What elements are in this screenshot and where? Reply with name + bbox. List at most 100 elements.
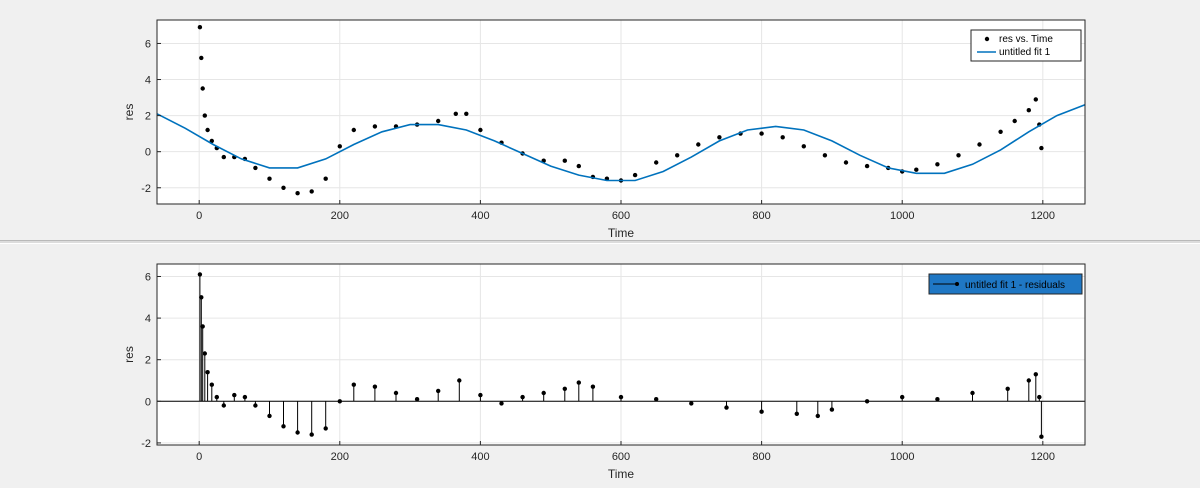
residual-point: [724, 405, 729, 410]
residual-point: [200, 324, 205, 329]
residuals-plot-svg[interactable]: 0 200 400 600 800 1000 1200 -2 0 2 4 6 Time res untitl…: [0, 244, 1200, 488]
data-point: [199, 55, 204, 61]
legend-marker-point: [955, 282, 959, 286]
residual-point: [794, 411, 799, 416]
legend-box[interactable]: [970, 29, 1082, 62]
x-tick-label: 800: [752, 210, 770, 222]
x-tick-label: 400: [471, 451, 489, 463]
fit-plot-panel: 0 200 400 600 800 1000 1200 -2 0 2 4 6 Time res res vs…: [0, 0, 1200, 241]
residual-point: [1026, 378, 1032, 383]
data-point: [436, 118, 441, 124]
data-layer: [197, 272, 1044, 439]
residual-point: [541, 390, 546, 396]
residual-point: [457, 378, 462, 383]
data-point: [576, 163, 581, 169]
residual-point: [202, 351, 207, 356]
panel-splitter[interactable]: [0, 241, 1200, 243]
residual-point: [590, 384, 596, 389]
residual-point: [197, 272, 203, 277]
residual-point: [829, 407, 835, 412]
residual-point: [209, 382, 214, 387]
data-point: [843, 160, 849, 165]
fit-curve: [156, 104, 1086, 182]
x-tick-label: 400: [471, 210, 489, 222]
fit-plot-svg[interactable]: 0 200 400 600 800 1000 1200 -2 0 2 4 6 Time res res vs…: [0, 0, 1200, 241]
residual-point: [1037, 394, 1042, 400]
data-point: [1012, 118, 1017, 124]
data-point: [309, 189, 314, 194]
x-tick-label: 0: [196, 210, 202, 222]
data-point: [453, 111, 458, 117]
data-layer: [156, 25, 1086, 196]
data-point: [253, 165, 258, 171]
data-point: [780, 135, 785, 140]
x-axis-label: Time: [608, 467, 635, 481]
legend-label-fit: untitled fit 1: [999, 47, 1051, 58]
residual-point: [759, 409, 764, 414]
residual-point: [205, 370, 210, 375]
residual-point: [232, 392, 237, 398]
residual-point: [618, 394, 624, 400]
legend-label-scatter: res vs. Time: [999, 34, 1053, 45]
data-point: [1033, 97, 1039, 102]
data-point: [822, 153, 828, 158]
x-tick-label: 1000: [890, 210, 914, 222]
legend-box[interactable]: [928, 273, 1083, 295]
data-point: [372, 124, 378, 129]
data-point: [696, 142, 701, 147]
y-tick-label: 0: [145, 147, 151, 159]
residual-point: [295, 430, 300, 435]
x-tick-label: 1200: [1031, 451, 1055, 463]
residual-point: [654, 397, 659, 402]
y-tick-label: -2: [141, 438, 151, 450]
residual-point: [1033, 372, 1039, 377]
x-tick-label: 0: [196, 451, 202, 463]
y-tick-label: -2: [141, 183, 151, 195]
residual-point: [281, 424, 286, 429]
data-point: [351, 127, 356, 133]
x-tick-label: 600: [612, 451, 630, 463]
residual-point: [576, 380, 581, 385]
data-point: [205, 127, 210, 133]
data-point: [632, 172, 638, 178]
legend-marker-scatter: [984, 36, 990, 42]
data-point: [864, 163, 870, 169]
y-axis-label: res: [122, 104, 136, 121]
data-point: [956, 153, 961, 158]
x-tick-label: 200: [331, 451, 349, 463]
data-point: [267, 176, 272, 181]
residual-point: [689, 401, 694, 406]
residual-point: [242, 394, 248, 400]
y-tick-label: 6: [145, 38, 151, 50]
residual-point: [221, 403, 226, 408]
y-tick-label: 4: [145, 75, 151, 87]
residual-point: [372, 384, 378, 389]
y-tick-label: 2: [145, 355, 151, 367]
data-point: [202, 113, 207, 118]
x-tick-label: 200: [331, 210, 349, 222]
x-tick-label: 1200: [1031, 210, 1055, 222]
residual-point: [393, 390, 399, 396]
data-point: [221, 154, 226, 160]
residual-point: [267, 413, 272, 419]
x-tick-label: 600: [612, 210, 630, 222]
data-point: [1039, 145, 1044, 151]
residual-point: [199, 295, 204, 300]
data-point: [197, 25, 203, 30]
residual-point: [414, 397, 420, 402]
data-point: [998, 129, 1003, 134]
x-axis-label: Time: [608, 226, 635, 240]
residual-point: [214, 394, 219, 400]
residual-point: [309, 432, 314, 437]
data-point: [209, 138, 214, 144]
residual-point: [562, 386, 567, 391]
residual-point: [351, 382, 356, 387]
data-point: [801, 144, 806, 149]
x-tick-label: 1000: [890, 451, 914, 463]
data-point: [1026, 108, 1032, 113]
residuals-plot-panel: 0 200 400 600 800 1000 1200 -2 0 2 4 6 Time res untitl…: [0, 243, 1200, 487]
data-point: [337, 144, 342, 149]
residual-point: [520, 394, 525, 400]
residual-point: [436, 388, 441, 394]
y-tick-label: 0: [145, 396, 151, 408]
